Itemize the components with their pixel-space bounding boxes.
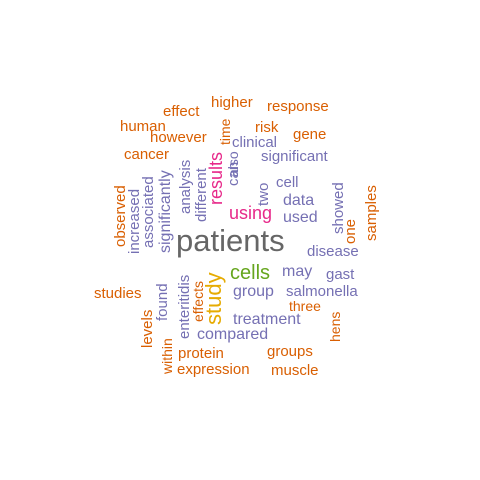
word-compared: compared: [197, 326, 269, 343]
word-three: three: [289, 298, 321, 314]
word-samples: samples: [363, 185, 380, 241]
word-within: within: [159, 338, 175, 374]
word-however: however: [150, 129, 207, 146]
word-risk: risk: [255, 119, 279, 136]
word-groups: groups: [267, 343, 313, 360]
word-group: group: [233, 283, 274, 300]
word-associated: associated: [140, 176, 157, 248]
word-using: using: [229, 203, 273, 223]
word-clinical: clinical: [232, 134, 278, 151]
word-also: also: [225, 151, 241, 177]
word-cancer: cancer: [124, 146, 170, 163]
word-cells: cells: [230, 262, 271, 284]
word-disease: disease: [307, 243, 359, 260]
word-salmonella: salmonella: [286, 283, 358, 300]
word-data: data: [283, 192, 315, 209]
word-study: study: [201, 272, 226, 325]
word-levels: levels: [139, 309, 156, 348]
word-muscle: muscle: [271, 362, 319, 379]
word-analysis: analysis: [177, 159, 194, 214]
word-different: different: [193, 168, 210, 222]
word-gast: gast: [326, 266, 355, 283]
word-effects: effects: [190, 281, 206, 322]
word-expression: expression: [177, 361, 250, 378]
word-response: response: [267, 98, 329, 115]
word-cell: cell: [276, 174, 299, 191]
word-protein: protein: [178, 345, 224, 362]
word-found: found: [154, 283, 171, 321]
word-two: two: [255, 182, 272, 206]
word-effect: effect: [163, 103, 200, 120]
word-patients: patients: [176, 223, 285, 258]
word-significant: significant: [261, 148, 328, 165]
word-time: time: [217, 118, 233, 145]
word-treatment: treatment: [233, 311, 301, 328]
word-significantly: significantly: [157, 170, 174, 253]
word-may: may: [282, 263, 313, 280]
word-gene: gene: [293, 126, 327, 143]
word-hens: hens: [327, 311, 343, 342]
word-higher: higher: [211, 94, 253, 111]
word-studies: studies: [94, 285, 142, 302]
word-used: used: [283, 209, 318, 226]
word-increased: increased: [126, 188, 143, 254]
word-human: human: [120, 118, 166, 135]
word-one: one: [342, 218, 359, 244]
word-observed: observed: [112, 185, 129, 247]
